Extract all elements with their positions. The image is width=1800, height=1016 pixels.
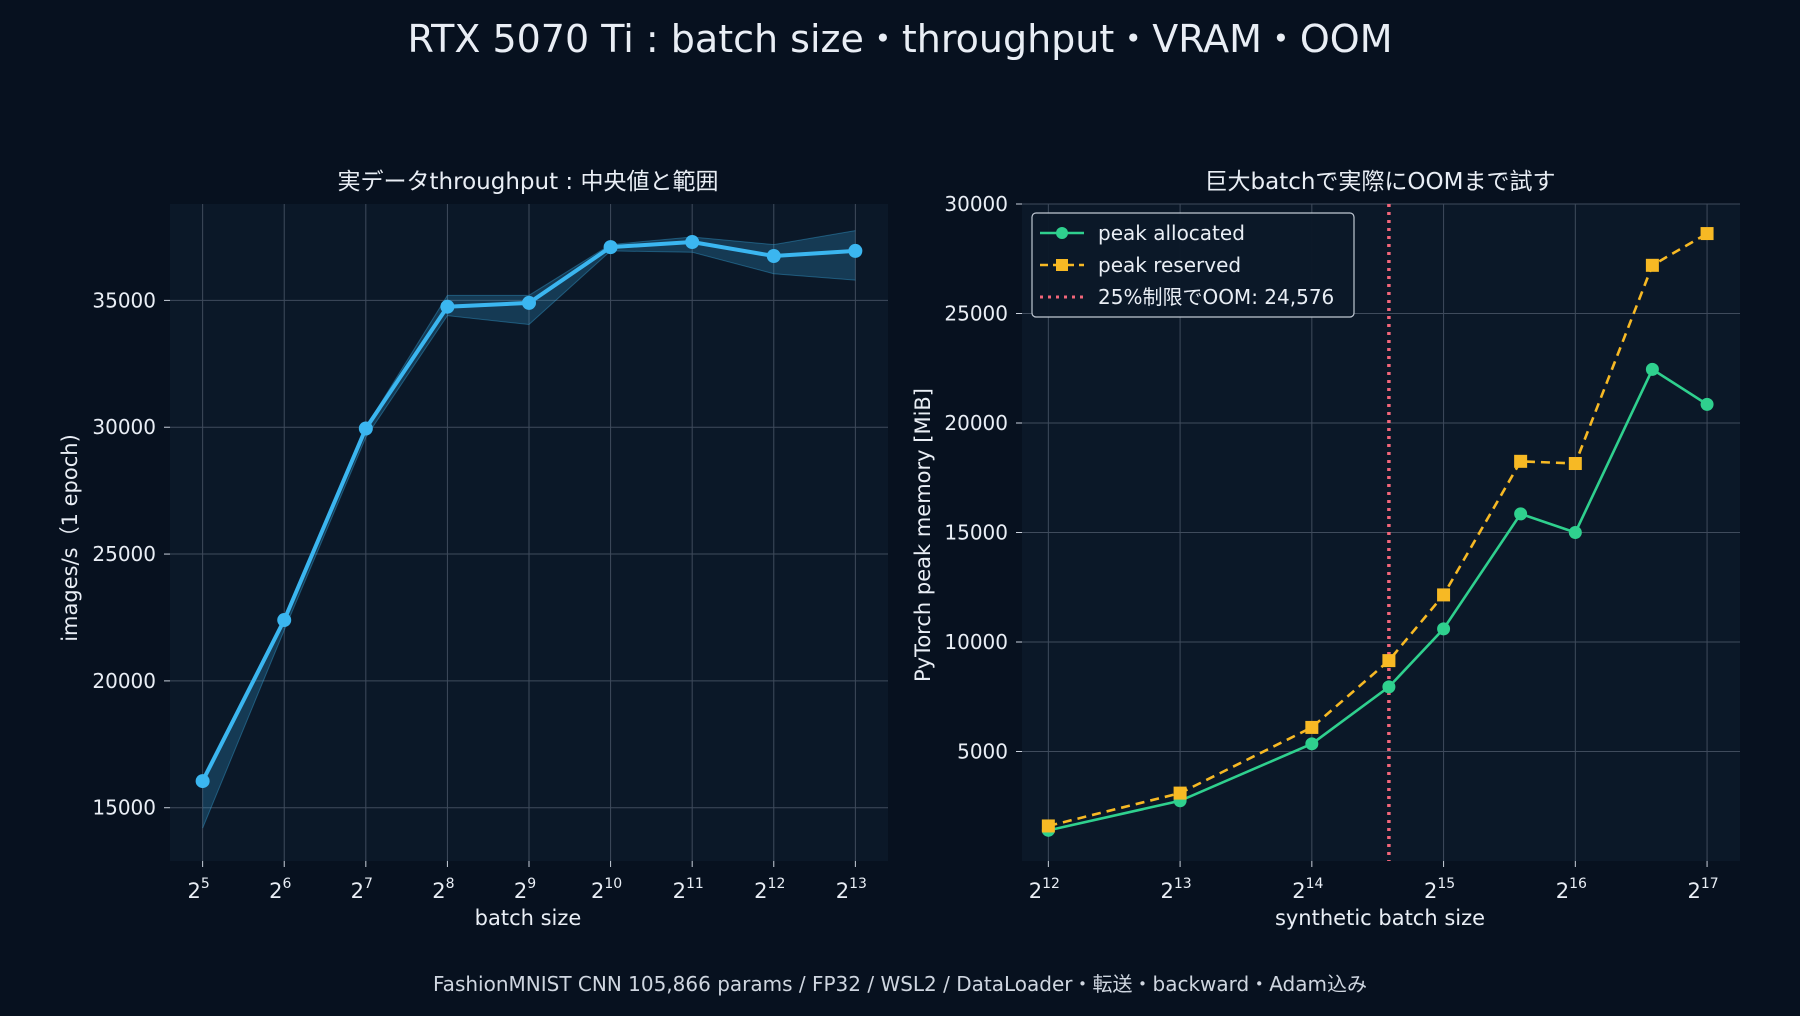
legend-reserved-marker xyxy=(1056,259,1068,271)
throughput-range-low-edge xyxy=(202,250,856,829)
y-tick-label: 30000 xyxy=(92,415,156,439)
peak-reserved-point xyxy=(1173,786,1187,800)
y-tick-label: 25000 xyxy=(92,542,156,566)
throughput-x-ticks: 25 26 27 28 29 210 211 212 213 xyxy=(187,861,867,903)
x-tick-label: 212 xyxy=(1029,876,1060,903)
x-tick-exponent: 8 xyxy=(446,876,455,892)
x-tick-exponent: 12 xyxy=(768,876,786,892)
peak-allocated-point xyxy=(1382,680,1396,694)
memory-legend: peak allocated peak reserved 25%制限でOOM: … xyxy=(1031,212,1355,318)
y-tick-label: 35000 xyxy=(92,288,156,312)
throughput-point xyxy=(277,613,292,628)
throughput-points xyxy=(195,235,863,789)
peak-reserved-point xyxy=(1568,457,1582,471)
throughput-point xyxy=(848,243,863,258)
x-tick-label: 217 xyxy=(1687,876,1718,903)
peak-allocated-point xyxy=(1700,397,1714,411)
throughput-chart-title: 実データthroughput : 中央値と範囲 xyxy=(338,169,719,195)
throughput-point xyxy=(522,295,536,310)
peak-allocated-point xyxy=(1645,362,1659,376)
legend-item-peak-allocated: peak allocated xyxy=(1040,221,1245,245)
x-tick-exponent: 5 xyxy=(201,876,210,892)
x-tick-exponent: 17 xyxy=(1701,876,1719,892)
figure-footer: FashionMNIST CNN 105,866 params / FP32 /… xyxy=(433,972,1367,996)
peak-reserved-point xyxy=(1645,258,1659,272)
throughput-point xyxy=(685,235,700,250)
x-tick-exponent: 9 xyxy=(527,876,536,892)
memory-x-axis-label: synthetic batch size xyxy=(1275,906,1485,930)
peak-reserved-point xyxy=(1437,588,1451,602)
peak-reserved-point xyxy=(1305,720,1319,734)
y-tick-label: 30000 xyxy=(944,192,1008,216)
memory-y-ticks: 5000 10000 15000 20000 25000 30000 xyxy=(944,192,1022,764)
peak-reserved-point xyxy=(1514,454,1528,468)
memory-x-ticks: 212 213 214 215 216 217 xyxy=(1029,861,1719,903)
y-tick-label: 20000 xyxy=(92,669,156,693)
x-tick-label: 210 xyxy=(591,876,622,903)
x-tick-label: 27 xyxy=(351,876,373,903)
x-tick-exponent: 16 xyxy=(1569,876,1587,892)
x-tick-exponent: 13 xyxy=(1174,876,1192,892)
x-tick-exponent: 6 xyxy=(282,876,291,892)
peak-reserved-points xyxy=(1041,227,1714,833)
figure-title: RTX 5070 Ti : batch size・throughput・VRAM… xyxy=(407,17,1392,61)
x-tick-exponent: 14 xyxy=(1306,876,1324,892)
x-tick-label: 28 xyxy=(432,876,454,903)
peak-reserved-point xyxy=(1382,654,1396,668)
y-tick-label: 10000 xyxy=(944,630,1008,654)
x-tick-label: 25 xyxy=(187,876,209,903)
legend-allocated-label: peak allocated xyxy=(1098,221,1245,245)
peak-allocated-point xyxy=(1305,737,1319,751)
throughput-y-axis-label: images/s（1 epoch) xyxy=(58,434,82,642)
y-tick-label: 5000 xyxy=(957,740,1008,764)
peak-allocated-point xyxy=(1568,526,1582,539)
x-tick-label: 212 xyxy=(754,876,785,903)
legend-box xyxy=(1031,212,1355,318)
x-tick-label: 214 xyxy=(1292,876,1323,903)
x-tick-label: 216 xyxy=(1556,876,1587,903)
x-tick-label: 213 xyxy=(836,876,867,903)
legend-reserved-label: peak reserved xyxy=(1098,253,1241,277)
y-tick-label: 25000 xyxy=(944,302,1008,326)
throughput-point xyxy=(440,299,455,314)
x-tick-exponent: 15 xyxy=(1437,876,1455,892)
throughput-x-axis-label: batch size xyxy=(475,906,582,930)
x-tick-label: 26 xyxy=(269,876,291,903)
legend-item-oom: 25%制限でOOM: 24,576 xyxy=(1040,285,1334,309)
x-tick-label: 29 xyxy=(514,876,536,903)
legend-oom-label: 25%制限でOOM: 24,576 xyxy=(1098,285,1334,309)
y-tick-label: 20000 xyxy=(944,411,1008,435)
x-tick-label: 213 xyxy=(1160,876,1191,903)
peak-allocated-point xyxy=(1514,507,1528,521)
peak-reserved-point xyxy=(1041,819,1055,833)
x-tick-exponent: 7 xyxy=(364,876,373,892)
x-tick-label: 215 xyxy=(1424,876,1455,903)
legend-item-peak-reserved: peak reserved xyxy=(1040,253,1241,277)
memory-chart-title: 巨大batchで実際にOOMまで試す xyxy=(1205,169,1556,195)
y-tick-label: 15000 xyxy=(944,521,1008,545)
throughput-point xyxy=(766,249,781,264)
y-tick-label: 15000 xyxy=(92,796,156,820)
x-tick-exponent: 10 xyxy=(604,876,622,892)
x-tick-exponent: 12 xyxy=(1042,876,1060,892)
peak-reserved-point xyxy=(1700,227,1714,241)
x-tick-exponent: 11 xyxy=(686,876,704,892)
throughput-y-ticks: 15000 20000 25000 30000 35000 xyxy=(92,288,170,820)
legend-allocated-marker xyxy=(1056,227,1068,239)
x-tick-label: 211 xyxy=(673,876,704,903)
throughput-point xyxy=(358,421,373,436)
throughput-point xyxy=(195,774,210,789)
memory-y-axis-label: PyTorch peak memory [MiB] xyxy=(911,388,935,682)
throughput-point xyxy=(603,240,618,255)
peak-allocated-point xyxy=(1437,622,1451,636)
x-tick-exponent: 13 xyxy=(849,876,867,892)
